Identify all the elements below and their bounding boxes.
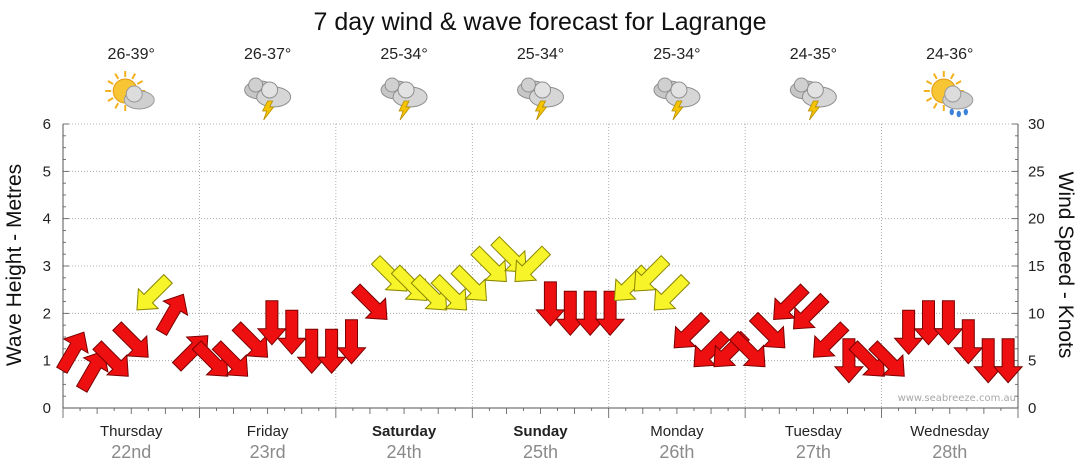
temperature-range-label: 25-34° bbox=[517, 46, 564, 63]
wind-arrow bbox=[693, 330, 731, 368]
temperature-range-label: 25-34° bbox=[653, 46, 700, 63]
wind-arrow bbox=[316, 328, 347, 374]
wind-arrow bbox=[992, 338, 1024, 384]
day-date-label: 26th bbox=[659, 442, 694, 462]
day-name-label: Sunday bbox=[513, 423, 568, 440]
y-left-tick-label: 2 bbox=[43, 305, 51, 322]
day-date-label: 24th bbox=[387, 442, 422, 462]
wind-arrow bbox=[773, 283, 810, 320]
y-right-tick-label: 25 bbox=[1028, 163, 1045, 180]
wind-arrow bbox=[296, 328, 327, 374]
credit-label: www.seabreeze.com.au bbox=[898, 393, 1016, 404]
partly-cloudy-sun-icon bbox=[105, 71, 155, 111]
day-name-label: Tuesday bbox=[785, 423, 842, 440]
wind-arrow bbox=[728, 330, 766, 368]
wind-arrow bbox=[933, 300, 964, 346]
y-right-tick-label: 5 bbox=[1028, 353, 1036, 370]
temperature-range-label: 25-34° bbox=[380, 46, 427, 63]
wind-arrow bbox=[535, 281, 566, 327]
wind-arrow bbox=[112, 321, 149, 358]
day-date-label: 23rd bbox=[250, 442, 286, 462]
wind-arrow bbox=[276, 309, 307, 356]
wind-arrow bbox=[514, 245, 552, 283]
y-right-tick-label: 10 bbox=[1028, 305, 1045, 322]
y-right-tick-label: 15 bbox=[1028, 258, 1045, 275]
temperature-range-label: 24-35° bbox=[790, 46, 837, 63]
day-date-label: 22nd bbox=[111, 442, 151, 462]
day-date-label: 25th bbox=[523, 442, 558, 462]
y-left-tick-label: 6 bbox=[43, 116, 51, 133]
y-left-tick-label: 3 bbox=[43, 258, 51, 275]
wind-arrow bbox=[613, 264, 651, 301]
wind-arrow bbox=[350, 283, 388, 320]
wind-arrow bbox=[410, 273, 448, 311]
sun-showers-icon bbox=[923, 71, 974, 118]
thunderstorm-icon bbox=[789, 77, 837, 121]
thunderstorm-icon bbox=[244, 77, 292, 121]
y-left-tick-label: 1 bbox=[43, 353, 51, 370]
day-name-label: Monday bbox=[650, 423, 704, 440]
wind-arrow bbox=[812, 321, 850, 358]
day-name-label: Thursday bbox=[100, 423, 163, 440]
wind-arrow bbox=[211, 340, 249, 377]
wind-arrow bbox=[336, 319, 367, 365]
wind-arrow bbox=[653, 273, 691, 311]
wind-arrow bbox=[231, 321, 269, 358]
wind-arrow bbox=[191, 340, 229, 377]
wind-arrow bbox=[430, 273, 468, 311]
wind-arrow bbox=[748, 311, 786, 349]
wind-arrow bbox=[92, 340, 129, 377]
y-right-tick-label: 30 bbox=[1028, 116, 1045, 133]
wind-arrow bbox=[594, 290, 626, 337]
day-name-label: Friday bbox=[247, 423, 289, 440]
wind-arrow bbox=[450, 264, 487, 301]
wind-arrow bbox=[893, 309, 924, 356]
wind-arrow bbox=[848, 340, 885, 377]
day-date-label: 27th bbox=[796, 442, 831, 462]
day-date-label: 28th bbox=[932, 442, 967, 462]
temperature-range-label: 26-39° bbox=[108, 46, 155, 63]
y-left-tick-label: 4 bbox=[43, 211, 51, 228]
wind-arrow bbox=[155, 293, 189, 337]
wind-arrow bbox=[633, 254, 671, 292]
thunderstorm-icon bbox=[653, 77, 701, 121]
y-left-axis-title: Wave Height - Metres bbox=[3, 164, 26, 366]
y-left-tick-label: 0 bbox=[43, 400, 51, 417]
wind-arrow bbox=[136, 273, 174, 311]
wind-arrow bbox=[56, 331, 89, 374]
y-right-tick-label: 20 bbox=[1028, 211, 1045, 228]
wind-arrow bbox=[793, 292, 830, 330]
thunderstorm-icon bbox=[517, 77, 564, 121]
wind-arrow bbox=[673, 311, 711, 349]
thunderstorm-icon bbox=[380, 77, 428, 121]
wind-arrow bbox=[256, 300, 288, 346]
day-name-label: Wednesday bbox=[910, 423, 989, 440]
y-left-tick-label: 5 bbox=[43, 163, 51, 180]
y-right-tick-label: 0 bbox=[1028, 400, 1036, 417]
chart-title: 7 day wind & wave forecast for Lagrange bbox=[313, 8, 766, 36]
day-name-label: Saturday bbox=[372, 423, 437, 440]
wind-arrow bbox=[833, 338, 865, 384]
temperature-range-label: 26-37° bbox=[244, 46, 291, 63]
temperature-range-label: 24-36° bbox=[926, 46, 973, 63]
wind-arrow bbox=[953, 319, 984, 365]
y-right-axis-title: Wind Speed - Knots bbox=[1054, 172, 1077, 359]
wind-arrow bbox=[470, 245, 507, 283]
wind-arrow bbox=[868, 340, 905, 377]
